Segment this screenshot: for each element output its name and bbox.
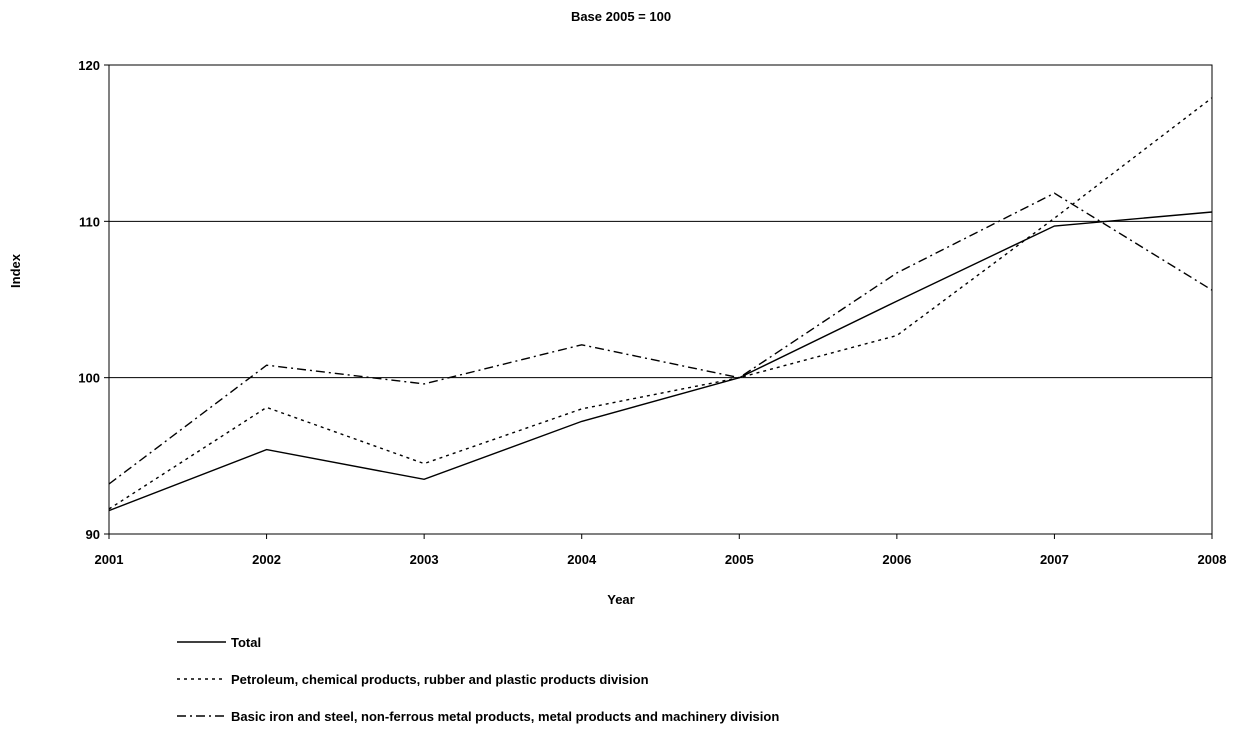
plot-frame [108,64,1213,535]
series-line-3 [108,192,1213,485]
chart-title: Base 2005 = 100 [571,9,671,24]
plot-area: 90 100 110 120 2001 2002 2003 2004 2005 2006 2007 2… [78,58,1226,567]
y-tick-label: 90 [86,527,100,542]
x-tick-label: 2006 [882,552,911,567]
x-tick-label: 2001 [95,552,124,567]
series-line-2 [108,97,1213,510]
x-tick-label: 2003 [410,552,439,567]
x-tick-label: 2002 [252,552,281,567]
x-tick-label: 2005 [725,552,754,567]
series-line-1 [108,211,1213,512]
y-axis-title: Index [8,253,23,288]
x-tick-label: 2008 [1198,552,1227,567]
x-axis-title: Year [607,592,634,607]
legend: Total Petroleum, chemical products, rubbe… [177,635,779,724]
x-tick-label: 2004 [567,552,597,567]
y-tick-label: 100 [78,371,100,386]
x-tick-label: 2007 [1040,552,1069,567]
legend-label-3: Basic iron and steel, non-ferrous metal … [231,709,779,724]
legend-label-1: Total [231,635,261,650]
y-tick-label: 120 [78,58,100,73]
legend-label-2: Petroleum, chemical products, rubber and… [231,672,649,687]
y-tick-label: 110 [79,214,100,229]
